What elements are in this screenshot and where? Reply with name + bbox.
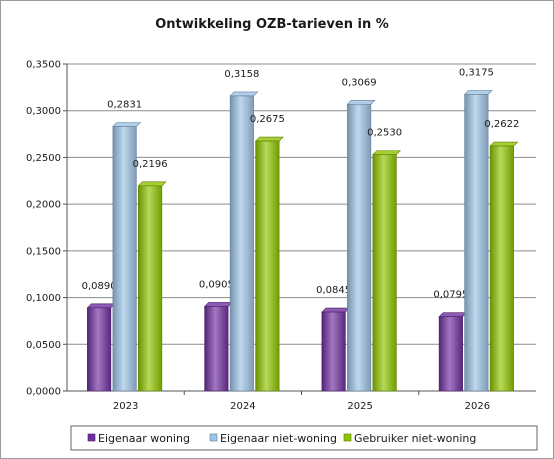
y-tick-label: 0,0000 xyxy=(26,387,61,398)
data-label: 0,0890 xyxy=(82,281,117,292)
data-label: 0,0845 xyxy=(316,285,351,296)
bar xyxy=(255,140,280,392)
legend-swatch xyxy=(87,433,96,442)
data-label: 0,3069 xyxy=(342,77,377,88)
y-tick-label: 0,2500 xyxy=(26,153,61,164)
data-label: 0,2530 xyxy=(367,128,402,139)
legend-label: Eigenaar woning xyxy=(98,432,190,445)
bar-top xyxy=(346,99,376,105)
x-tick-label: 2025 xyxy=(347,401,372,412)
bar xyxy=(112,126,137,392)
data-label: 0,2675 xyxy=(250,114,285,125)
bar-top xyxy=(203,302,233,307)
y-tick-label: 0,0500 xyxy=(26,340,61,351)
bar-top xyxy=(229,91,259,97)
data-label: 0,0795 xyxy=(433,290,468,301)
bar-top xyxy=(86,303,116,309)
data-label: 0,3175 xyxy=(459,67,494,78)
bar xyxy=(464,94,489,392)
x-tick-label: 2024 xyxy=(230,401,255,412)
legend-label: Eigenaar niet-woning xyxy=(220,432,337,445)
bar-top xyxy=(112,122,142,127)
chart-title: Ontwikkeling OZB-tarieven in % xyxy=(155,17,389,32)
bar-top xyxy=(372,150,402,155)
y-tick-label: 0,1000 xyxy=(26,293,61,304)
bar xyxy=(489,145,514,392)
data-label: 0,2831 xyxy=(107,100,142,111)
y-tick-label: 0,2000 xyxy=(26,200,61,211)
legend: Eigenaar woning Eigenaar niet-woning Gebru… xyxy=(70,425,538,451)
data-label: 0,3158 xyxy=(224,69,259,80)
bar-top xyxy=(489,141,519,147)
x-tick-label: 2023 xyxy=(113,401,138,412)
bar-top xyxy=(254,136,284,142)
legend-swatch xyxy=(343,433,352,442)
legend-swatch xyxy=(209,433,218,442)
bar xyxy=(372,154,397,392)
bar-top xyxy=(438,312,468,318)
y-tick-label: 0,3500 xyxy=(26,60,61,71)
legend-box xyxy=(70,425,538,451)
bar xyxy=(321,311,346,392)
bar xyxy=(138,185,163,392)
bar-top xyxy=(463,90,493,95)
bar xyxy=(204,306,229,392)
y-tick-label: 0,3000 xyxy=(26,106,61,117)
bar xyxy=(438,316,463,392)
bar xyxy=(229,95,254,392)
legend-label: Gebruiker niet-woning xyxy=(354,432,476,445)
data-label: 0,2622 xyxy=(484,119,519,130)
bar xyxy=(347,103,372,392)
bar-top xyxy=(321,307,351,313)
data-label: 0,0905 xyxy=(199,279,234,290)
bar-top xyxy=(137,181,167,187)
y-tick-label: 0,1500 xyxy=(26,246,61,257)
bar xyxy=(87,307,112,392)
data-label: 0,2196 xyxy=(133,159,168,170)
x-tick-label: 2026 xyxy=(465,401,490,412)
